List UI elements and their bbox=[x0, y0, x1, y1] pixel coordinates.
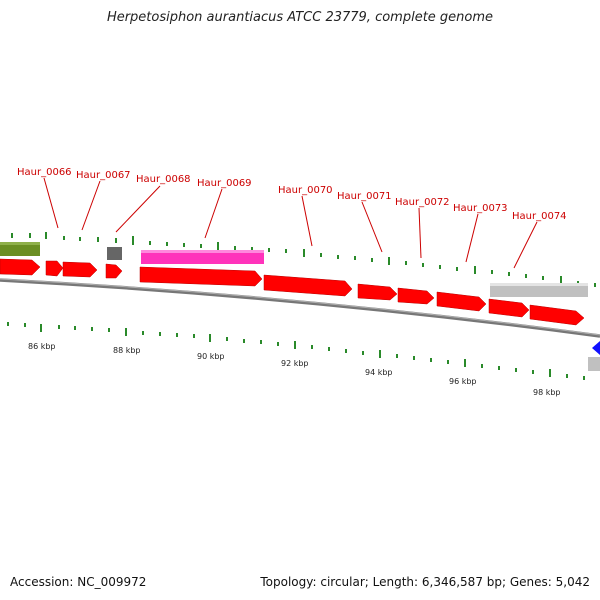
gene-label-haur-0072: Haur_0072 bbox=[395, 197, 450, 208]
gene-label-haur-0073: Haur_0073 bbox=[453, 203, 508, 214]
scale-label-90: 90 kbp bbox=[197, 352, 225, 361]
cds-arrow bbox=[62, 261, 98, 278]
dark-gray-feature bbox=[107, 247, 122, 260]
map-title: Herpetosiphon aurantiacus ATCC 23779, co… bbox=[106, 10, 494, 25]
scale-label-92: 92 kbp bbox=[281, 359, 309, 368]
genome-backbone bbox=[0, 278, 600, 338]
gene-labels: Haur_0066 Haur_0067 Haur_0068 Haur_0069 … bbox=[17, 167, 567, 222]
gene-label-haur-0068: Haur_0068 bbox=[136, 174, 191, 185]
gene-label-haur-0069: Haur_0069 bbox=[197, 178, 252, 189]
scale-label-96: 96 kbp bbox=[449, 377, 477, 386]
cds-arrow bbox=[397, 287, 435, 305]
cds-arrow bbox=[105, 263, 123, 279]
cds-arrow bbox=[357, 283, 398, 301]
blue-feature bbox=[592, 341, 600, 355]
magenta-feature bbox=[141, 250, 264, 264]
inner-tick-marks bbox=[7, 322, 585, 380]
cds-arrow bbox=[263, 274, 353, 297]
scale-labels: 86 kbp 88 kbp 90 kbp 92 kbp 94 kbp 96 kb… bbox=[28, 342, 561, 397]
cds-track bbox=[0, 258, 585, 326]
cds-arrow bbox=[529, 304, 585, 326]
gene-label-haur-0067: Haur_0067 bbox=[76, 170, 131, 181]
scale-label-98: 98 kbp bbox=[533, 388, 561, 397]
gene-label-haur-0070: Haur_0070 bbox=[278, 185, 333, 196]
scale-label-86: 86 kbp bbox=[28, 342, 56, 351]
cds-arrow bbox=[436, 291, 487, 312]
gene-label-haur-0071: Haur_0071 bbox=[337, 191, 392, 202]
outer-tick-marks bbox=[11, 232, 596, 287]
olive-feature bbox=[0, 242, 40, 256]
accession-text: Accession: NC_009972 bbox=[10, 575, 147, 589]
gene-label-haur-0074: Haur_0074 bbox=[512, 211, 567, 222]
scale-label-94: 94 kbp bbox=[365, 368, 393, 377]
light-gray-feature bbox=[490, 283, 588, 297]
label-leader-lines bbox=[43, 177, 538, 269]
cds-arrow bbox=[45, 260, 64, 277]
gray-feature-edge bbox=[588, 357, 600, 371]
genome-backbone-highlight bbox=[0, 278, 600, 336]
upper-feature-track bbox=[0, 242, 588, 297]
cds-arrow bbox=[488, 298, 530, 318]
scale-label-88: 88 kbp bbox=[113, 346, 141, 355]
gene-label-haur-0066: Haur_0066 bbox=[17, 167, 72, 178]
cds-arrow bbox=[139, 266, 263, 287]
cds-arrow bbox=[0, 258, 41, 276]
genome-summary-text: Topology: circular; Length: 6,346,587 bp… bbox=[260, 575, 590, 589]
